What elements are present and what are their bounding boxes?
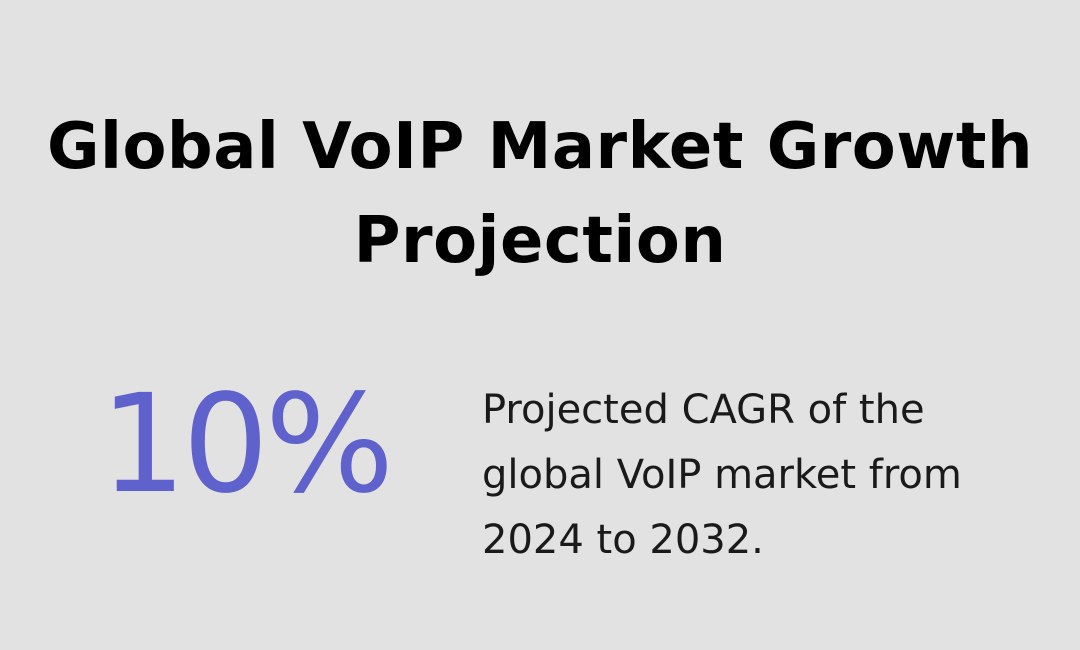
stat-description-line-1: Projected CAGR of the	[482, 387, 925, 433]
stat-description-line-3: 2024 to 2032.	[482, 517, 764, 563]
stat-description-line-2: global VoIP market from	[482, 452, 962, 498]
title-line-1: Global VoIP Market Growth	[46, 110, 1034, 184]
stat-row: 10% Projected CAGR of the global VoIP ma…	[0, 370, 1080, 570]
page-title: Global VoIP Market Growth Projection	[0, 100, 1080, 288]
stat-value: 10%	[99, 366, 394, 524]
stat-description: Projected CAGR of the global VoIP market…	[482, 378, 1042, 573]
title-line-2: Projection	[353, 204, 727, 278]
